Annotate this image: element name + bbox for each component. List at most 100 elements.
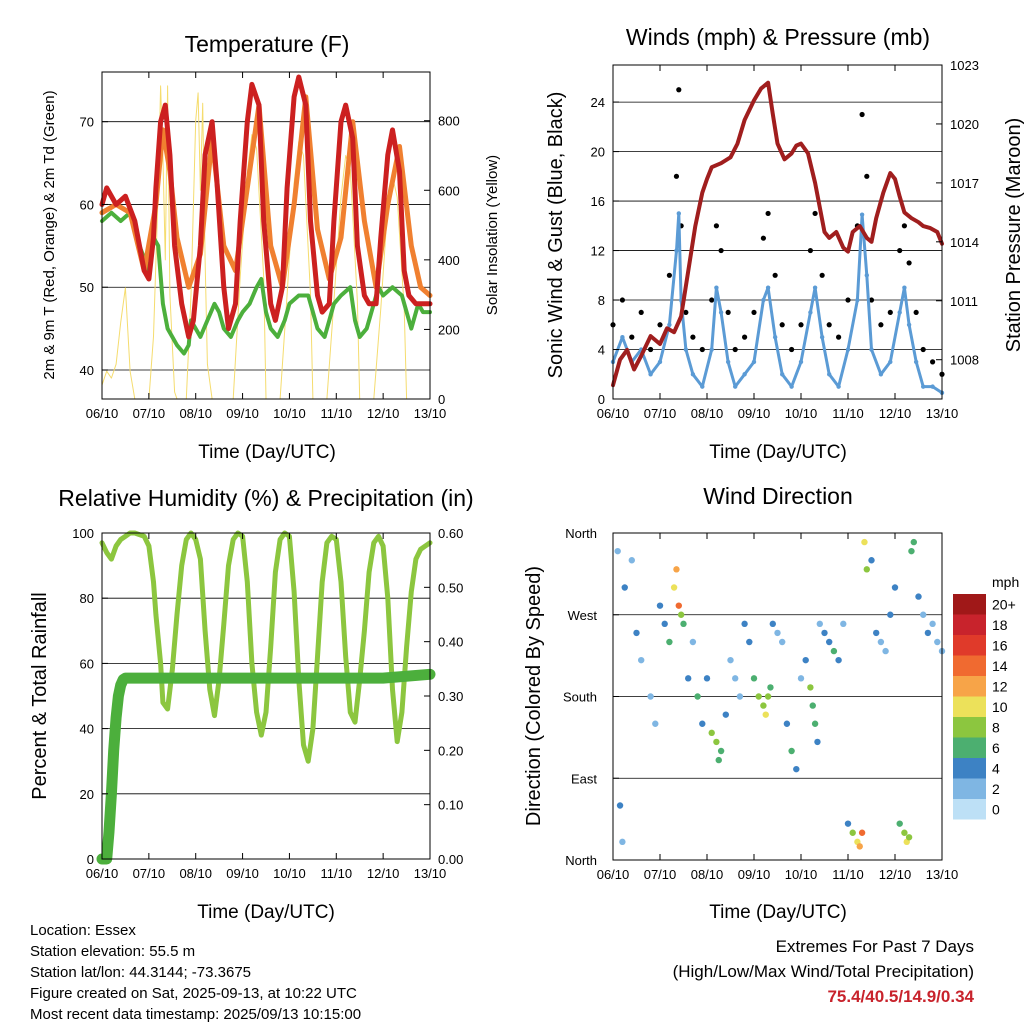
legend-label: 0 — [992, 801, 1000, 817]
direction-point — [920, 611, 927, 618]
wind-point — [897, 310, 902, 315]
legend-swatch — [953, 737, 986, 758]
direction-point — [760, 702, 767, 709]
humidity-xtick-label: 10/10 — [273, 866, 306, 881]
direction-point — [741, 620, 748, 628]
figure-created: Figure created on Sat, 2025-09-13, at 10… — [30, 985, 357, 1002]
gust-point — [920, 346, 926, 353]
direction-point — [896, 820, 903, 827]
humidity-xtick-label: 11/10 — [320, 866, 352, 881]
extremes-box: Extremes For Past 7 Days (High/Low/Max W… — [673, 934, 974, 1009]
temperature-xtick-label: 06/10 — [86, 406, 119, 421]
gust-point — [713, 223, 720, 229]
gust-point — [901, 223, 908, 229]
direction-title: Wind Direction — [703, 483, 853, 509]
station-info: Location: Essex Station elevation: 55.5 … — [30, 920, 361, 1025]
direction-point — [793, 765, 800, 773]
extremes-title: Extremes For Past 7 Days — [775, 937, 974, 956]
extremes-subtitle: (High/Low/Max Wind/Total Precipitation) — [672, 962, 974, 981]
gust-point — [690, 334, 696, 340]
gust-point — [657, 322, 663, 328]
winds-ytick-label: 20 — [591, 145, 605, 160]
gust-point — [887, 309, 893, 316]
direction-point — [750, 675, 758, 682]
gust-point — [673, 173, 680, 179]
wind-point — [742, 372, 747, 377]
legend-label: 4 — [992, 760, 1000, 776]
station-latlon: Station lat/lon: 44.3144; -73.3675 — [30, 964, 252, 981]
gust-point — [812, 210, 818, 217]
winds-xtick-label: 06/10 — [597, 406, 630, 421]
winds-ytick-label: 16 — [591, 194, 605, 209]
temperature-y2tick-label: 800 — [438, 114, 460, 129]
humidity-xlabel: Time (Day/UTC) — [197, 902, 335, 923]
legend-label: 10 — [992, 699, 1008, 715]
gust-point — [864, 173, 870, 179]
wind-point — [714, 285, 719, 290]
legend-swatch — [953, 676, 986, 697]
gust-point — [638, 309, 644, 316]
wind-point — [902, 285, 907, 290]
direction-point — [713, 738, 720, 746]
wind-point — [772, 334, 778, 340]
direction-point — [647, 693, 654, 700]
direction-point — [677, 611, 685, 618]
wind-point — [888, 359, 893, 365]
gust-point — [683, 309, 689, 316]
pressure-series-line — [611, 80, 944, 388]
direction-xtick-label: 07/10 — [644, 867, 677, 882]
wind-point — [869, 347, 874, 352]
temperature-xtick-label: 07/10 — [133, 406, 166, 421]
direction-point — [861, 538, 868, 546]
gust-point — [779, 322, 785, 328]
temperature-frame — [101, 71, 431, 400]
direction-point — [656, 602, 664, 609]
direction-point — [616, 802, 624, 809]
wind-point — [906, 322, 912, 327]
winds-frame — [612, 64, 943, 400]
winds-ylabel-right: Station Pressure (Maroon) — [1003, 118, 1024, 353]
temperature-xtick-label: 12/10 — [367, 406, 400, 421]
station-location: Location: Essex — [30, 922, 136, 939]
direction-point — [934, 638, 941, 646]
direction-point — [680, 620, 687, 628]
direction-point — [811, 720, 819, 727]
direction-point — [910, 538, 917, 546]
wind-point — [690, 372, 696, 377]
temperature-series-2m-t — [99, 74, 433, 340]
direction-xtick-label: 11/10 — [832, 867, 864, 882]
winds-title: Winds (mph) & Pressure (mb) — [626, 24, 930, 50]
humidity-ytick-label: 60 — [80, 656, 94, 671]
direction-point — [673, 566, 680, 573]
temperature-xtick-label: 08/10 — [179, 406, 212, 421]
direction-point — [746, 638, 753, 646]
humidity-y2tick-label: 0.00 — [438, 852, 463, 867]
direction-point — [699, 720, 706, 727]
direction-ytick-label: South — [563, 690, 597, 705]
humidity-y2tick-label: 0.30 — [438, 689, 463, 704]
direction-xtick-label: 12/10 — [879, 867, 912, 882]
humidity-y2tick-label: 0.40 — [438, 635, 463, 650]
temperature-ytick-label: 60 — [80, 197, 94, 212]
direction-point — [666, 638, 673, 646]
direction-xtick-label: 10/10 — [785, 867, 818, 882]
direction-point — [689, 638, 697, 646]
wind-point — [812, 285, 818, 290]
temperature-xtick-label: 11/10 — [320, 406, 352, 421]
gust-point — [751, 309, 757, 316]
direction-point — [877, 638, 885, 646]
direction-point — [694, 693, 701, 700]
gust-point — [819, 272, 825, 278]
temperature-y2tick-label: 0 — [438, 392, 445, 407]
direction-point — [769, 620, 776, 628]
direction-ytick-label: North — [565, 853, 597, 868]
wind-point — [819, 334, 825, 340]
winds-xtick-label: 11/10 — [832, 406, 864, 421]
gust-point — [897, 247, 903, 254]
winds-ytick-label: 4 — [598, 343, 605, 358]
gust-point — [699, 346, 705, 353]
wind-point — [836, 384, 841, 389]
direction-point — [830, 647, 838, 655]
humidity-xtick-label: 07/10 — [133, 866, 166, 881]
wind-point — [761, 297, 766, 303]
